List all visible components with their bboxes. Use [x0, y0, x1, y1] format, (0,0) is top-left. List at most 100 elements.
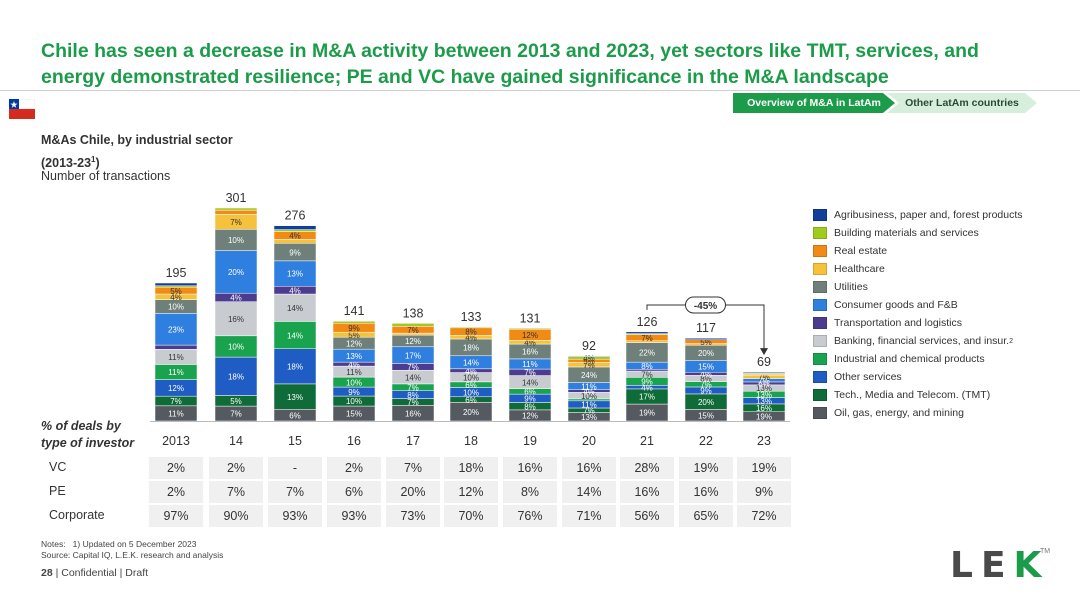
segment-label: 15% [698, 363, 714, 372]
segment-label: 4% [583, 354, 595, 363]
table-cell: 9% [737, 481, 791, 503]
table-cell: 16% [503, 457, 557, 479]
legend-label: Oil, gas, energy, and mining [834, 407, 964, 419]
bar-segment [154, 282, 198, 287]
segment-label: 12% [405, 337, 421, 346]
segment-label: 14% [463, 358, 479, 367]
segment-label: 24% [581, 371, 597, 380]
category-label: 19 [523, 434, 537, 448]
bar-segment [332, 320, 376, 324]
legend-label: Utilities [834, 281, 868, 293]
bar-total-label: 131 [520, 311, 541, 325]
table-cell: 2% [149, 457, 203, 479]
chile-flag-icon [9, 99, 35, 119]
bar-segment [391, 323, 435, 327]
segment-label: 11% [168, 410, 183, 419]
bar-segment [449, 326, 493, 329]
legend-item: Tech., Media and Telecom. (TMT) [813, 386, 1023, 404]
bar-total-label: 92 [582, 339, 596, 353]
segment-label: 20% [463, 408, 479, 417]
legend-swatch [813, 407, 827, 419]
segment-label: 7% [230, 410, 242, 419]
subtitle-period-close: ) [95, 156, 100, 171]
segment-label: 10% [463, 388, 479, 397]
segment-label: 10% [228, 236, 244, 245]
lek-logo: LEK [950, 545, 1049, 586]
bar-segment [273, 225, 317, 230]
chart-legend: Agribusiness, paper and, forest products… [813, 206, 1023, 422]
bar-segment [684, 337, 728, 341]
segment-label: 12% [346, 339, 362, 348]
bar-total-label: 133 [461, 310, 482, 324]
category-label: 14 [229, 434, 243, 448]
bar-segment [214, 250, 258, 294]
logo-trademark: TM [1040, 548, 1051, 555]
bar-segment [273, 229, 317, 232]
legend-label: Banking, financial services, and insur. [834, 335, 1010, 347]
segment-label: 12% [522, 412, 538, 421]
segment-label: 7% [407, 384, 419, 393]
segment-label: 4% [289, 286, 301, 295]
legend-item: Industrial and chemical products [813, 350, 1023, 368]
segment-label: 4% [465, 367, 477, 376]
bar-segment [214, 356, 258, 396]
subtitle-line2: (2013-231) [41, 150, 233, 173]
investor-title-line2: type of investor [41, 436, 135, 450]
segment-label: 10% [346, 378, 362, 387]
category-label: 15 [288, 434, 302, 448]
legend-item: Utilities [813, 278, 1023, 296]
segment-label: 15% [698, 411, 714, 420]
logo-letter-k: K [1013, 545, 1050, 586]
subtitle-line1: M&As Chile, by industrial sector [41, 133, 233, 147]
segment-label: 13% [581, 413, 597, 422]
segment-label: 9% [348, 388, 360, 397]
table-row: PE 2% 7% 7% 6% 20% 12% 8% 14% 16% 16% 9% [41, 481, 801, 503]
table-cell: 8% [503, 481, 557, 503]
table-row: Corporate 97% 90% 93% 93% 73% 70% 76% 71% 56% 65% 7… [41, 505, 801, 527]
segment-label: 13% [756, 384, 772, 393]
table-cell: 65% [679, 505, 733, 527]
page-number: 28 [41, 567, 53, 579]
bar-segment [273, 348, 317, 385]
footer: 28 | Confidential | Draft [41, 567, 148, 579]
segment-label: 5% [700, 338, 712, 347]
header-divider [0, 90, 1080, 91]
segment-label: 7% [230, 218, 242, 227]
bar-segment [154, 344, 198, 350]
legend-item: Agribusiness, paper and, forest products [813, 206, 1023, 224]
legend-label: Other services [834, 371, 902, 383]
legend-footnote: 2 [1009, 337, 1014, 345]
category-label: 17 [406, 434, 420, 448]
segment-label: 8% [700, 375, 712, 384]
tab-other-latam-countries[interactable]: Other LatAm countries [887, 93, 1037, 113]
segment-label: 9% [524, 394, 536, 403]
segment-label: 12% [522, 331, 538, 340]
segment-label: 5% [170, 287, 182, 296]
segment-label: 7% [758, 373, 770, 382]
bar-segment [508, 328, 552, 330]
legend-swatch [813, 371, 827, 383]
bar-total-label: 276 [285, 209, 306, 223]
segment-label: 17% [405, 351, 421, 360]
subtitle-period: (2013-23 [41, 156, 92, 171]
table-row-label: VC [49, 460, 67, 474]
bar-segment [273, 383, 317, 410]
table-cell: 7% [268, 481, 322, 503]
segment-label: 7% [700, 380, 712, 389]
table-cell: 16% [562, 457, 616, 479]
subtitle-footnote: 1 [91, 155, 96, 164]
page-title: Chile has seen a decrease in M&A activit… [41, 40, 979, 88]
footer-text: | Confidential | Draft [55, 567, 149, 579]
segment-label: 4% [465, 333, 477, 342]
table-cell: 73% [386, 505, 440, 527]
segment-label: 16% [405, 409, 421, 418]
segment-label: 22% [639, 349, 655, 358]
category-label: 16 [347, 434, 361, 448]
legend-swatch [813, 209, 827, 221]
segment-label: 5% [583, 357, 595, 366]
tab-overview-latam[interactable]: Overview of M&A in LatAm [733, 93, 895, 113]
segment-label: 10% [581, 392, 597, 401]
table-cell: 97% [149, 505, 203, 527]
logo-letters-le: LE [950, 545, 1014, 586]
table-cell: 93% [327, 505, 381, 527]
